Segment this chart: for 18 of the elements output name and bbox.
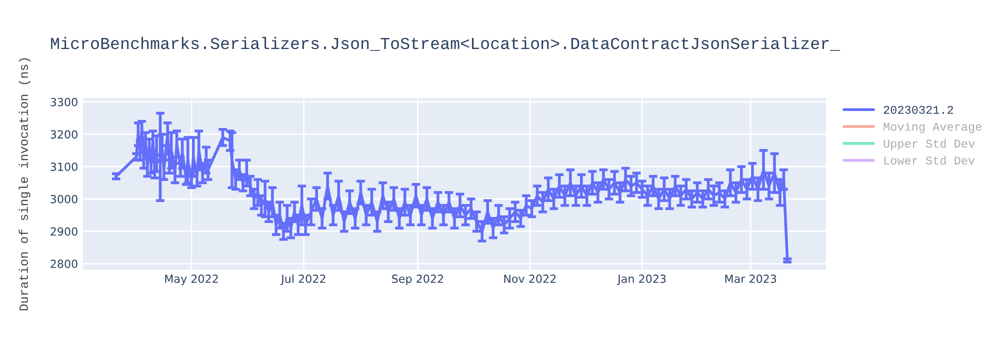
x-tick-label: Jan 2023	[617, 274, 666, 286]
x-tick-label: Sep 2022	[392, 274, 443, 286]
x-tick-label: Mar 2023	[725, 274, 776, 283]
chart-title: MicroBenchmarks.Serializers.Json_ToStream<Location>.DataContractJsonSerializer_	[51, 36, 840, 51]
y-tick-label: 3300	[50, 98, 78, 106]
y-tick-label: 3100	[50, 162, 78, 171]
y-tick-label: 3000	[50, 194, 78, 204]
y-tick-label: 2900	[50, 227, 78, 236]
legend-label: Moving Average	[884, 122, 982, 134]
legend-label: 20230321.2	[884, 106, 954, 114]
x-tick-label: Jul 2022	[280, 274, 326, 286]
y-tick-label: 2800	[50, 260, 78, 268]
y-tick-label: 3200	[50, 130, 78, 139]
x-tick-label: Nov 2022	[504, 274, 556, 283]
y-axis-title: Duration of single invocation (ns)	[18, 58, 30, 310]
x-tick-label: May 2022	[165, 274, 218, 286]
legend-label: Lower Std Dev	[884, 156, 975, 165]
legend-label: Upper Std Dev	[884, 139, 975, 150]
